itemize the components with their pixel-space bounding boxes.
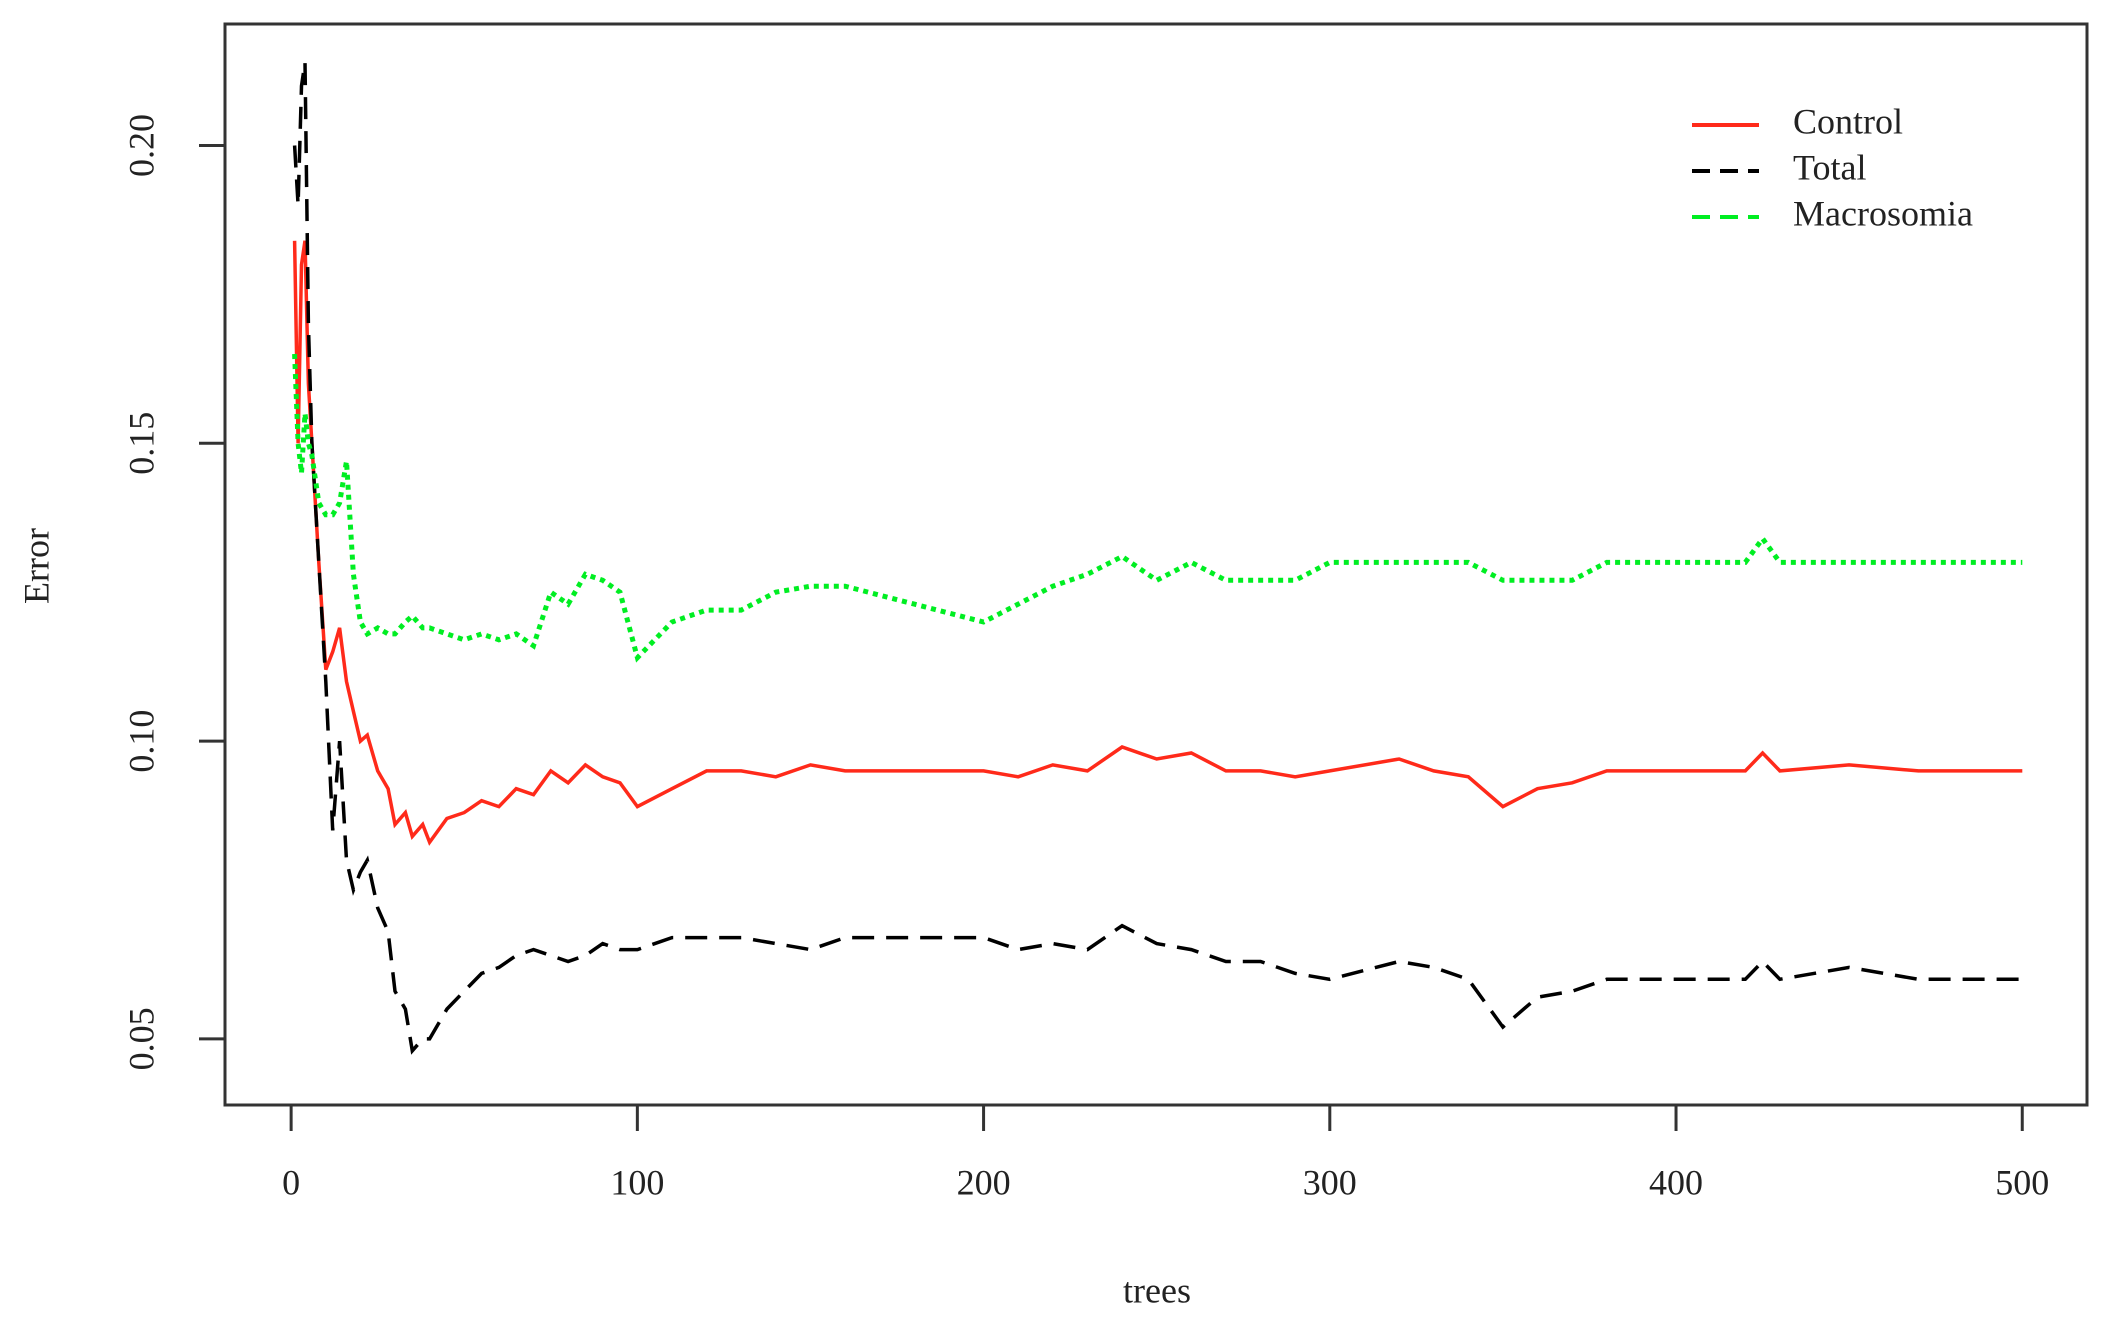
series-line <box>292 240 2023 846</box>
plot-frame <box>223 22 2089 1107</box>
y-axis-label: Error <box>16 528 56 604</box>
y-tick-label: 0.10 <box>121 710 161 773</box>
x-tick-label: 300 <box>1303 1162 1357 1202</box>
legend-label: Macrosomia <box>1793 193 1973 233</box>
series-line <box>292 353 2023 663</box>
series-line <box>292 61 2023 1055</box>
x-tick-label: 400 <box>1649 1162 1703 1202</box>
legend-label: Total <box>1793 147 1866 187</box>
x-axis-label: trees <box>1123 1270 1191 1310</box>
legend-label: Control <box>1793 101 1903 141</box>
y-tick-label: 0.20 <box>121 114 161 177</box>
x-tick-label: 0 <box>282 1162 300 1202</box>
x-tick-label: 500 <box>1995 1162 2049 1202</box>
x-tick-label: 100 <box>610 1162 664 1202</box>
y-tick-label: 0.15 <box>121 412 161 475</box>
y-tick-label: 0.05 <box>121 1007 161 1070</box>
x-tick-label: 200 <box>957 1162 1011 1202</box>
